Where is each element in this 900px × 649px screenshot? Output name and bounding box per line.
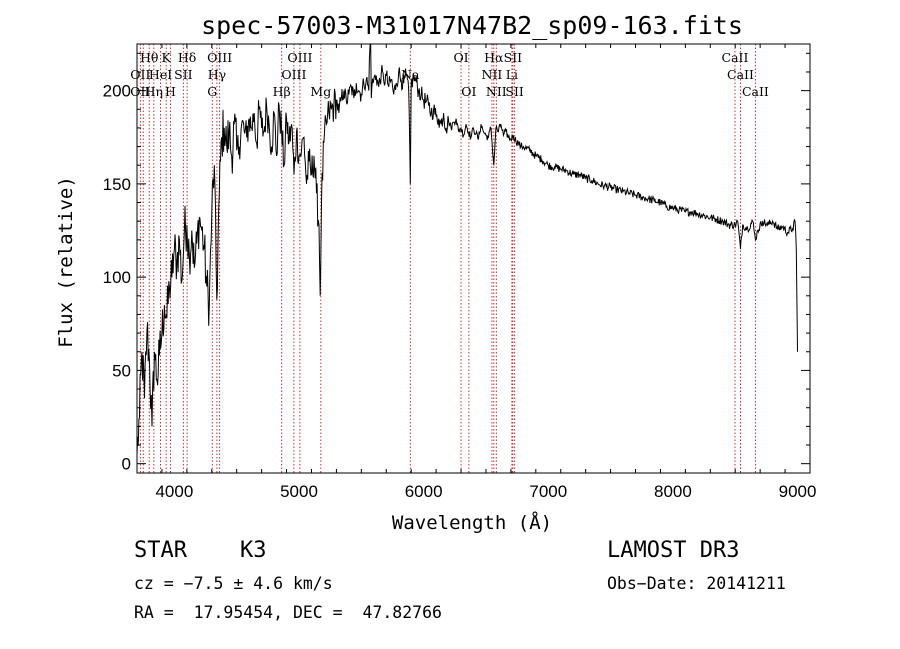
line-label: SII xyxy=(504,50,523,65)
line-label: OII xyxy=(130,67,150,82)
line-label: SII xyxy=(174,67,193,82)
line-label: NII xyxy=(482,67,503,82)
chart-title: spec-57003-M31017N47B2_sp09-163.fits xyxy=(201,11,743,40)
line-label: CaII xyxy=(727,67,754,82)
line-label: OI xyxy=(461,84,476,99)
y-tick-label: 100 xyxy=(103,268,131,287)
plot-frame xyxy=(136,43,811,474)
x-tick-label: 5000 xyxy=(280,482,318,501)
line-label: OIII xyxy=(281,67,306,82)
x-axis-label: Wavelength (Å) xyxy=(392,511,552,534)
line-label: K xyxy=(161,50,171,65)
line-label: OI xyxy=(453,50,468,65)
x-tick-label: 8000 xyxy=(654,482,692,501)
y-tick-label: 150 xyxy=(103,175,131,194)
line-label: Hγ xyxy=(208,67,226,82)
y-axis-ticks: 0 50 100 150 200 xyxy=(103,52,810,474)
line-label: Hθ xyxy=(140,50,158,65)
line-label: Hη xyxy=(145,84,163,99)
survey-name: LAMOST DR3 xyxy=(607,538,740,563)
y-tick-label: 200 xyxy=(103,82,131,101)
line-label: H xyxy=(165,84,176,99)
spectrum-line xyxy=(136,44,798,455)
line-label: OII xyxy=(130,84,150,99)
line-label: G xyxy=(207,84,217,99)
line-label: NII xyxy=(486,84,507,99)
object-class: STAR xyxy=(134,538,187,563)
line-label: OIII xyxy=(207,50,232,65)
line-label: SII xyxy=(505,84,524,99)
line-label: Hδ xyxy=(178,50,196,65)
x-tick-label: 7000 xyxy=(529,482,567,501)
redshift-cz: cz = −7.5 ± 4.6 km/s xyxy=(134,574,333,593)
line-label: Hα xyxy=(484,50,504,65)
line-label: Hβ xyxy=(273,84,291,99)
ra-dec-coordinates: RA = 17.95454, DEC = 47.82766 xyxy=(134,603,442,622)
line-label: CaII xyxy=(722,50,749,65)
y-tick-label: 50 xyxy=(112,361,131,380)
y-axis-label: Flux (relative) xyxy=(55,176,77,348)
x-tick-label: 4000 xyxy=(155,482,193,501)
object-subclass: K3 xyxy=(240,538,267,563)
y-tick-label: 0 xyxy=(122,455,131,474)
observation-date: Obs−Date: 20141211 xyxy=(607,574,786,593)
line-label: Mg xyxy=(310,84,331,99)
emission-line-markers xyxy=(139,44,756,473)
line-label: OIII xyxy=(287,50,312,65)
line-label: Li xyxy=(506,67,518,82)
line-label: HeI xyxy=(149,67,172,82)
line-label: CaII xyxy=(742,84,769,99)
x-tick-label: 9000 xyxy=(779,482,817,501)
x-tick-label: 6000 xyxy=(405,482,443,501)
x-axis-ticks: 4000 5000 6000 7000 8000 9000 xyxy=(155,44,816,501)
